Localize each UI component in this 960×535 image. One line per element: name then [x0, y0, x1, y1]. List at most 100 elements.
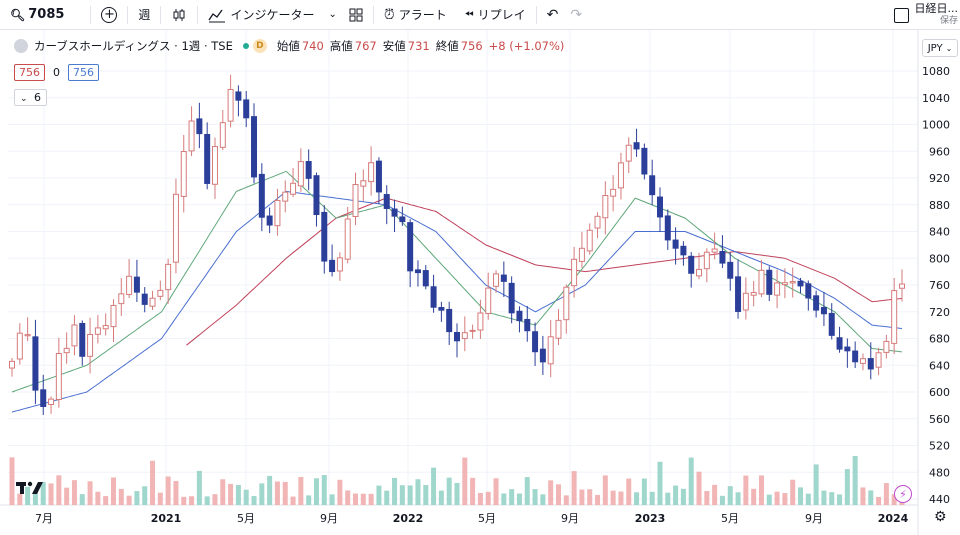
candle-body [407, 222, 414, 272]
volume-bar [32, 490, 38, 505]
volume-bar [196, 470, 202, 505]
candle-body [422, 270, 429, 287]
candle-body [555, 319, 562, 339]
volume-bar [454, 482, 460, 505]
add-circle-icon: + [101, 6, 118, 23]
volume-bar [267, 475, 273, 505]
time-tick-label: 2021 [151, 512, 182, 525]
volume-bar [384, 490, 390, 505]
candle-body [578, 247, 585, 262]
volume-bar [415, 479, 421, 505]
candle-body [118, 293, 125, 305]
volume-bar [235, 485, 241, 505]
volume-bar [860, 487, 866, 505]
candle-body [71, 324, 78, 347]
currency-selector[interactable]: JPY ⌄ [922, 39, 958, 57]
price-chart[interactable]: 1080 1040 1000 960 920 880 840 800 760 720 680 640 6… [0, 30, 960, 535]
compare-button[interactable]: + [95, 0, 123, 30]
volume-bar [329, 494, 335, 505]
candle-body [899, 283, 905, 289]
price-tick-label: 680 [929, 333, 950, 346]
candle-body [703, 251, 710, 270]
sell-price[interactable]: 756 [14, 64, 45, 81]
toolbar-divider [197, 5, 199, 24]
volume-bar [204, 496, 210, 505]
volume-bar [462, 457, 468, 505]
candle-body [672, 239, 679, 249]
candle-body [16, 332, 23, 360]
undo-button[interactable]: ↶ [541, 0, 565, 30]
buy-price[interactable]: 756 [68, 64, 99, 81]
alert-label: アラート [398, 8, 447, 22]
chart-type-button[interactable] [165, 0, 193, 30]
candle-body [883, 340, 890, 353]
time-tick-label: 7月 [35, 512, 53, 525]
chart-pane[interactable]: 1080 1040 1000 960 920 880 840 800 760 720 680 640 6… [0, 30, 960, 535]
volume-bar [844, 469, 850, 505]
candle-body [688, 255, 695, 274]
ma-mid-line [11, 190, 903, 413]
candle-body [766, 269, 773, 295]
price-tick-label: 600 [929, 386, 950, 399]
candle-body [282, 191, 289, 202]
volume-bar [634, 492, 640, 505]
candle-body [586, 229, 593, 252]
volume-bar [680, 488, 686, 505]
tradingview-logo-icon[interactable] [16, 478, 44, 498]
volume-bar [665, 492, 671, 505]
candle-body [79, 323, 86, 357]
delayed-badge: D [252, 39, 267, 53]
price-tick-label: 1000 [922, 119, 950, 132]
time-tick-label: 5月 [478, 512, 496, 525]
candle-body [321, 211, 328, 262]
volume-bar [587, 489, 593, 505]
candle-body [329, 259, 336, 273]
candle-body [32, 336, 39, 391]
indicator-icon [208, 9, 226, 22]
volume-bar [438, 490, 444, 505]
chevron-down-icon: ⌄ [20, 94, 28, 104]
volume-bar [87, 481, 93, 505]
gear-icon[interactable]: ⚙︎ [934, 509, 947, 525]
volume-bar [876, 496, 882, 505]
volume-bar [142, 486, 148, 505]
indicators-button[interactable]: インジケーター ⌄ [202, 0, 342, 30]
candle-body [758, 269, 765, 295]
search-icon: 🔍︎ [10, 7, 26, 22]
symbol-search[interactable]: 🔍︎ 7085 [0, 0, 70, 30]
save-button[interactable]: 日経日... 保存 [915, 3, 960, 27]
candle-body [149, 297, 156, 307]
high-label: 高値 [329, 39, 353, 53]
candle-body [664, 215, 671, 241]
volume-bar [501, 493, 507, 505]
volume-bar [548, 480, 554, 505]
candle-body [204, 134, 211, 184]
candle-body [625, 144, 632, 162]
fullscreen-button[interactable] [888, 0, 915, 30]
volume-bar [595, 494, 601, 505]
indicators-toggle[interactable]: ⌄ 6 [14, 89, 48, 106]
time-tick-label: 9月 [561, 512, 579, 525]
lightning-icon[interactable]: ⚡︎ [894, 485, 912, 503]
volume-bar [813, 464, 819, 505]
alert-button[interactable]: ⏰︎ アラート [378, 0, 453, 30]
toolbar-divider [160, 5, 162, 24]
candle-body [227, 89, 234, 122]
low-value: 731 [407, 39, 430, 53]
volume-bar [758, 475, 764, 505]
bid-ask-row: 756 0 756 [14, 64, 99, 81]
candle-body [243, 99, 250, 119]
volume-bar [579, 489, 585, 505]
volume-bars [9, 455, 905, 505]
interval-button[interactable]: 週 [138, 8, 151, 22]
ma-short-line [11, 170, 903, 393]
replay-button[interactable]: ⏪︎ リプレイ [459, 0, 532, 30]
redo-button[interactable]: ↷ [564, 0, 588, 30]
layouts-button[interactable] [343, 0, 369, 30]
candle-body [813, 295, 820, 311]
candle-body [500, 274, 507, 282]
grid-icon [349, 8, 363, 21]
volume-bar [727, 486, 733, 505]
price-tick-label: 560 [929, 413, 950, 426]
alarm-clock-icon: ⏰︎ [383, 6, 395, 23]
